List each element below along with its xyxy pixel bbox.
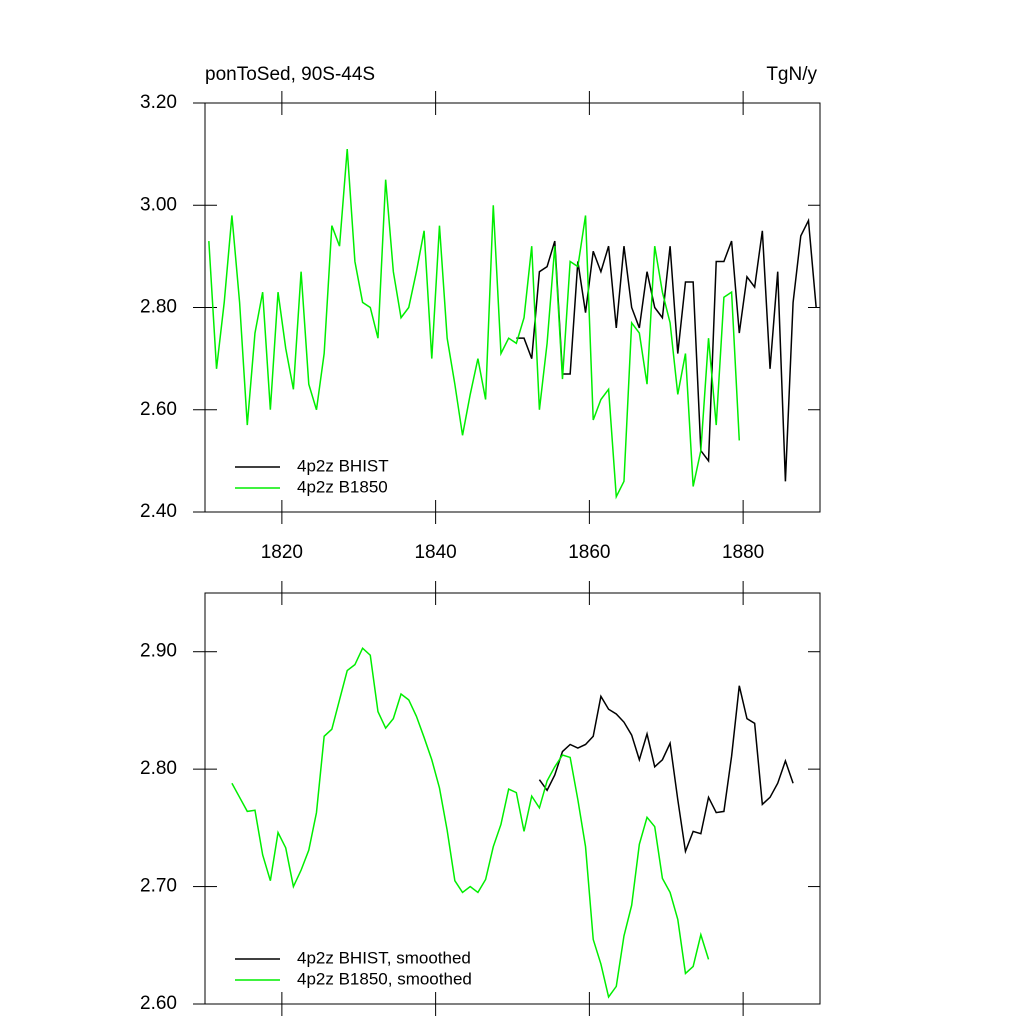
x-tick-label: 1820 — [261, 542, 303, 563]
legend-label: 4p2z B1850, smoothed — [297, 969, 472, 988]
y-tick-label: 3.00 — [140, 194, 177, 215]
y-tick-label: 2.80 — [140, 297, 177, 318]
legend-label: 4p2z B1850 — [297, 477, 388, 496]
x-tick-label: 1880 — [722, 542, 764, 563]
series-line — [231, 646, 710, 999]
y-tick-label: 2.80 — [140, 758, 177, 779]
chart-title: ponToSed, 90S-44S — [205, 64, 375, 85]
series-line — [538, 685, 794, 855]
legend-label: 4p2z BHIST, smoothed — [297, 948, 471, 967]
plot-frame — [204, 102, 821, 513]
y-tick-label: 2.70 — [140, 876, 177, 897]
plot-frame — [204, 592, 821, 1005]
units-label: TgN/y — [766, 64, 817, 85]
legend-label: 4p2z BHIST — [297, 456, 389, 475]
y-tick-label: 3.20 — [140, 92, 177, 113]
x-tick-label: 1860 — [568, 542, 610, 563]
x-tick-label: 1840 — [414, 542, 456, 563]
y-tick-label: 2.60 — [140, 993, 177, 1014]
series-line — [516, 217, 817, 482]
series-line — [208, 148, 741, 500]
y-tick-label: 2.40 — [140, 501, 177, 522]
y-tick-label: 2.90 — [140, 641, 177, 662]
y-tick-label: 2.60 — [140, 399, 177, 420]
